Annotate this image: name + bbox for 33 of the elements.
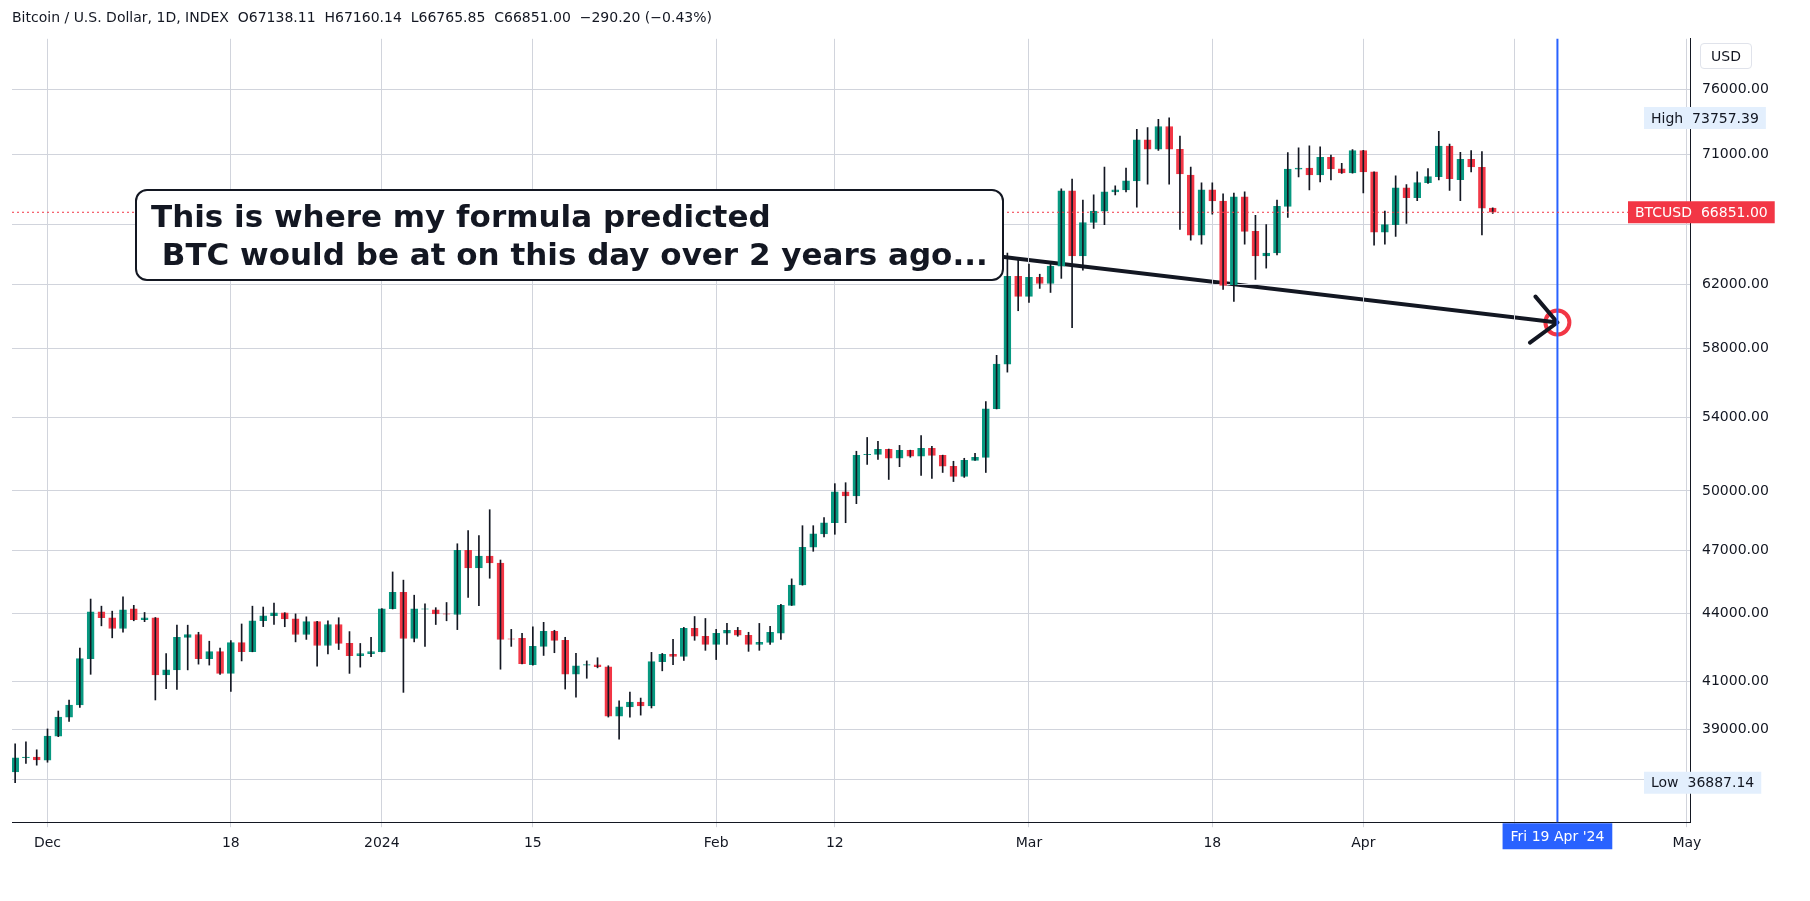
y-tick-label: 39000.00: [1702, 719, 1769, 736]
annotation: Low 36887.14: [1651, 774, 1755, 791]
y-tick-label: 62000.00: [1702, 275, 1769, 292]
y-tick-label: 71000.00: [1702, 145, 1769, 162]
x-tick-label: Dec: [33, 834, 62, 851]
y-axis-title: USD: [1700, 42, 1752, 69]
x-tick-label: 18: [1203, 834, 1222, 851]
y-tick-label: 58000.00: [1702, 339, 1769, 356]
candlestick: [669, 638, 677, 666]
x-tick-label: 12: [825, 834, 844, 851]
y-tick-label: 41000.00: [1702, 671, 1769, 688]
x-tick-label: May: [1672, 834, 1702, 851]
y-tick-label: 44000.00: [1702, 604, 1769, 621]
candlestick: [863, 437, 872, 465]
x-tick-label: Mar: [1015, 834, 1043, 851]
chart-title: Bitcoin / U.S. Dollar, 1D, INDEX O67138.11 H67160.14 L66765.85 C66851.00 −290.20 (−0.43%): [12, 9, 712, 26]
annotation: High 73757.39: [1651, 109, 1759, 126]
candlestick: [367, 637, 375, 657]
x-tick-label: 18: [221, 834, 240, 851]
candlestick: [755, 623, 764, 651]
ref-line-label: BTCUSD 66851.00: [1635, 203, 1768, 220]
y-tick-label: 47000.00: [1702, 540, 1769, 557]
y-tick-label: 54000.00: [1702, 407, 1769, 424]
ref-line-label: Fri 19 Apr '24: [1510, 827, 1605, 844]
y-tick-label: 50000.00: [1702, 481, 1769, 498]
candlestick: [22, 741, 30, 764]
x-tick-label: Feb: [703, 834, 729, 851]
x-tick-label: 15: [523, 834, 542, 851]
y-tick-label: 76000.00: [1702, 79, 1769, 96]
annotation: This is where my formula predicted BTC would be at on this day over 2 years ago...: [135, 188, 1004, 281]
candlestick: [356, 643, 365, 668]
x-tick-label: Apr: [1351, 834, 1376, 851]
x-tick-label: 2024: [364, 834, 400, 851]
